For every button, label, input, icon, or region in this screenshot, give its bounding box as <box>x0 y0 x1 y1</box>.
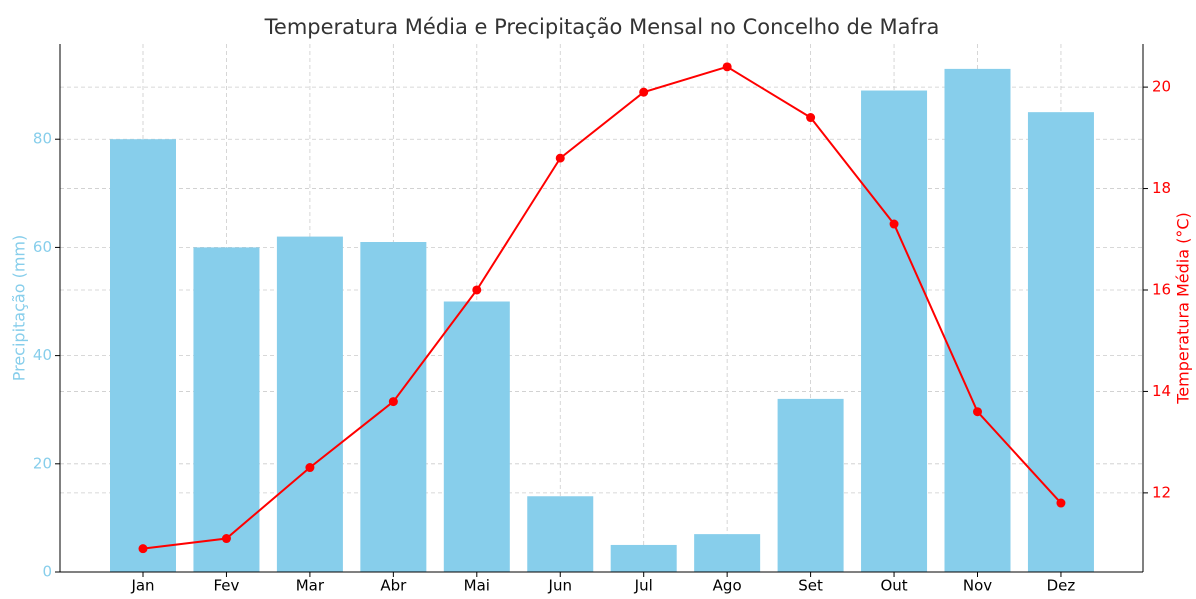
x-tick-label: Nov <box>963 577 992 595</box>
point <box>305 463 315 473</box>
point <box>1056 498 1066 508</box>
point <box>221 534 231 544</box>
point <box>889 219 899 229</box>
y2-tick-label: 14 <box>1152 382 1171 400</box>
x-tick-label: Jan <box>130 577 154 595</box>
y-tick-label: 80 <box>33 130 52 148</box>
y-tick-label: 20 <box>33 454 52 472</box>
bar <box>610 544 677 572</box>
x-tick-label: Jul <box>634 577 653 595</box>
point <box>388 397 398 407</box>
bar <box>694 534 761 572</box>
bar <box>527 496 594 572</box>
y2-tick-label: 20 <box>1152 78 1171 96</box>
bar <box>193 247 260 572</box>
y-tick-label: 60 <box>33 238 52 256</box>
y2-axis-label: Temperatura Média (°C) <box>1174 212 1193 405</box>
bar <box>944 68 1011 572</box>
point <box>639 87 649 97</box>
chart-title: Temperatura Média e Precipitação Mensal … <box>264 15 940 39</box>
point <box>472 285 482 295</box>
line <box>142 65 1062 550</box>
x-tick-label: Mai <box>464 577 490 595</box>
bar <box>443 301 510 572</box>
x-tick-label: Set <box>798 577 823 595</box>
point <box>973 407 982 417</box>
bar <box>110 139 176 572</box>
bar <box>276 236 343 573</box>
x-tick-label: Ago <box>713 577 742 595</box>
y2-tick-label: 18 <box>1152 179 1171 197</box>
y2-tick-label: 16 <box>1152 280 1171 298</box>
point <box>555 153 565 163</box>
x-tick-label: Fev <box>213 577 239 595</box>
point <box>722 62 732 72</box>
x-tick-label: Dez <box>1047 577 1076 595</box>
y-tick-label: 40 <box>33 346 52 364</box>
point <box>806 113 816 123</box>
x-tick-label: Jun <box>548 577 572 595</box>
bar <box>777 398 844 572</box>
bar <box>861 90 928 572</box>
x-tick-label: Mar <box>296 577 325 595</box>
y2-tick-label: 12 <box>1152 483 1171 501</box>
y-tick-label: 0 <box>42 563 52 581</box>
x-tick-label: Out <box>880 577 907 595</box>
bar <box>1027 112 1094 572</box>
y-axis-label: Precipitação (mm) <box>10 235 29 382</box>
point <box>138 544 148 554</box>
bar <box>360 242 427 572</box>
x-tick-label: Abr <box>380 577 407 595</box>
